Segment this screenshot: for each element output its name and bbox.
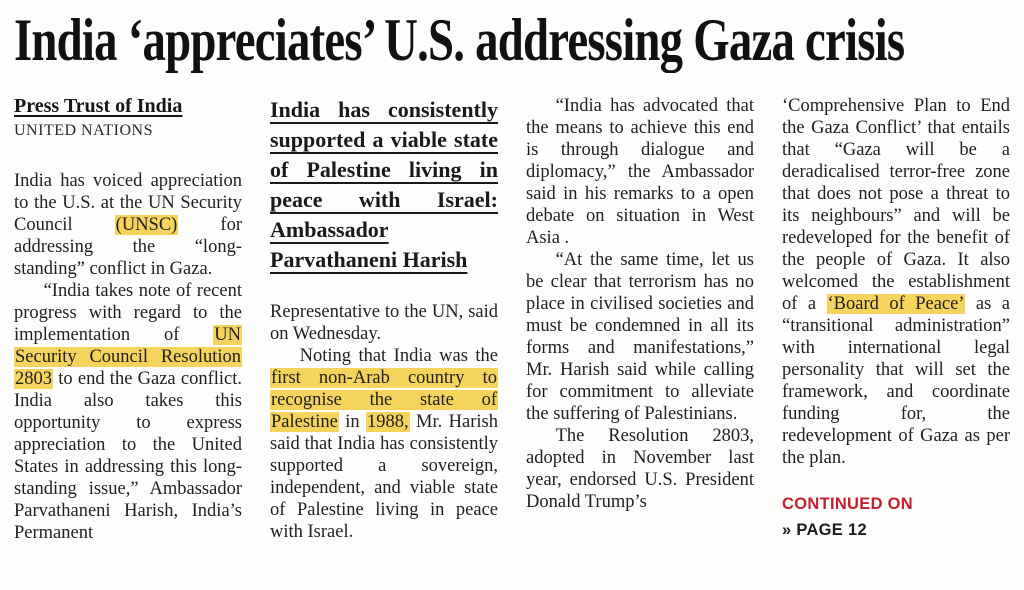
paragraph-text: Noting that India was the <box>299 345 498 366</box>
article-paragraph: India has voiced appreciation to the U.S… <box>14 170 242 280</box>
byline-block: Press Trust of India UNITED NATIONS <box>14 95 242 140</box>
article-paragraph: Noting that India was the first non-Arab… <box>270 345 498 543</box>
article-column-4: ‘Comprehensive Plan to End the Gaza Conf… <box>782 95 1010 540</box>
paragraph-text: for addressing the “long-standing” confl… <box>14 214 242 279</box>
paragraph-text: India has voiced appreciation to the U.S… <box>14 170 242 235</box>
article-paragraph: “India has advocated that the means to a… <box>526 95 754 249</box>
highlighted-text: (UNSC) <box>114 214 179 235</box>
article-paragraph: Representative to the UN, said on Wednes… <box>270 301 498 345</box>
paragraph-text: ‘Comprehensive Plan to End the Gaza Conf… <box>782 95 1010 314</box>
article-column-2: India has consistently supported a viabl… <box>270 95 498 543</box>
byline-author: Press Trust of India <box>14 94 183 117</box>
dateline: UNITED NATIONS <box>14 121 153 139</box>
column-4-paragraphs: ‘Comprehensive Plan to End the Gaza Conf… <box>782 95 1010 469</box>
paragraph-text: “At the same time, let us be clear that … <box>526 249 754 424</box>
paragraph-text: in <box>338 411 367 432</box>
highlighted-text: 1988, <box>366 411 410 432</box>
paragraph-text: “India has advocated that the means to a… <box>526 95 754 248</box>
headline: India ‘appreciates’ U.S. addressing Gaza… <box>14 7 905 73</box>
pull-quote: India has consistently supported a viabl… <box>270 96 498 272</box>
article-paragraph: The Resolution 2803, adopted in November… <box>526 425 754 513</box>
continued-on-block: CONTINUED ON » PAGE 12 <box>782 495 1010 540</box>
column-2-paragraphs: Representative to the UN, said on Wednes… <box>270 301 498 543</box>
highlighted-text: first non-Arab country to recognise the … <box>270 367 498 432</box>
paragraph-text: Mr. Harish said that India has consisten… <box>270 411 498 542</box>
article-paragraph: “India takes note of recent progress wit… <box>14 280 242 544</box>
continued-on-label: CONTINUED ON <box>782 494 914 513</box>
continued-on-page: » PAGE 12 <box>782 520 867 539</box>
paragraph-text: to end the Gaza conflict. India also tak… <box>14 368 242 543</box>
article-paragraph: “At the same time, let us be clear that … <box>526 249 754 425</box>
highlighted-text: ‘Board of Peace’ <box>826 293 966 314</box>
paragraph-text: as a “transitional administration” with … <box>782 293 1010 468</box>
column-1-paragraphs: India has voiced appreciation to the U.S… <box>14 170 242 544</box>
article-body: Press Trust of India UNITED NATIONS Indi… <box>14 95 1010 544</box>
paragraph-text: “India takes note of recent progress wit… <box>14 280 242 345</box>
column-3-paragraphs: “India has advocated that the means to a… <box>526 95 754 513</box>
article-column-3: “India has advocated that the means to a… <box>526 95 754 513</box>
article-paragraph: ‘Comprehensive Plan to End the Gaza Conf… <box>782 95 1010 469</box>
paragraph-text: Representative to the UN, said on Wednes… <box>270 301 498 344</box>
article-column-1: Press Trust of India UNITED NATIONS Indi… <box>14 95 242 544</box>
paragraph-text: The Resolution 2803, adopted in November… <box>526 425 754 512</box>
